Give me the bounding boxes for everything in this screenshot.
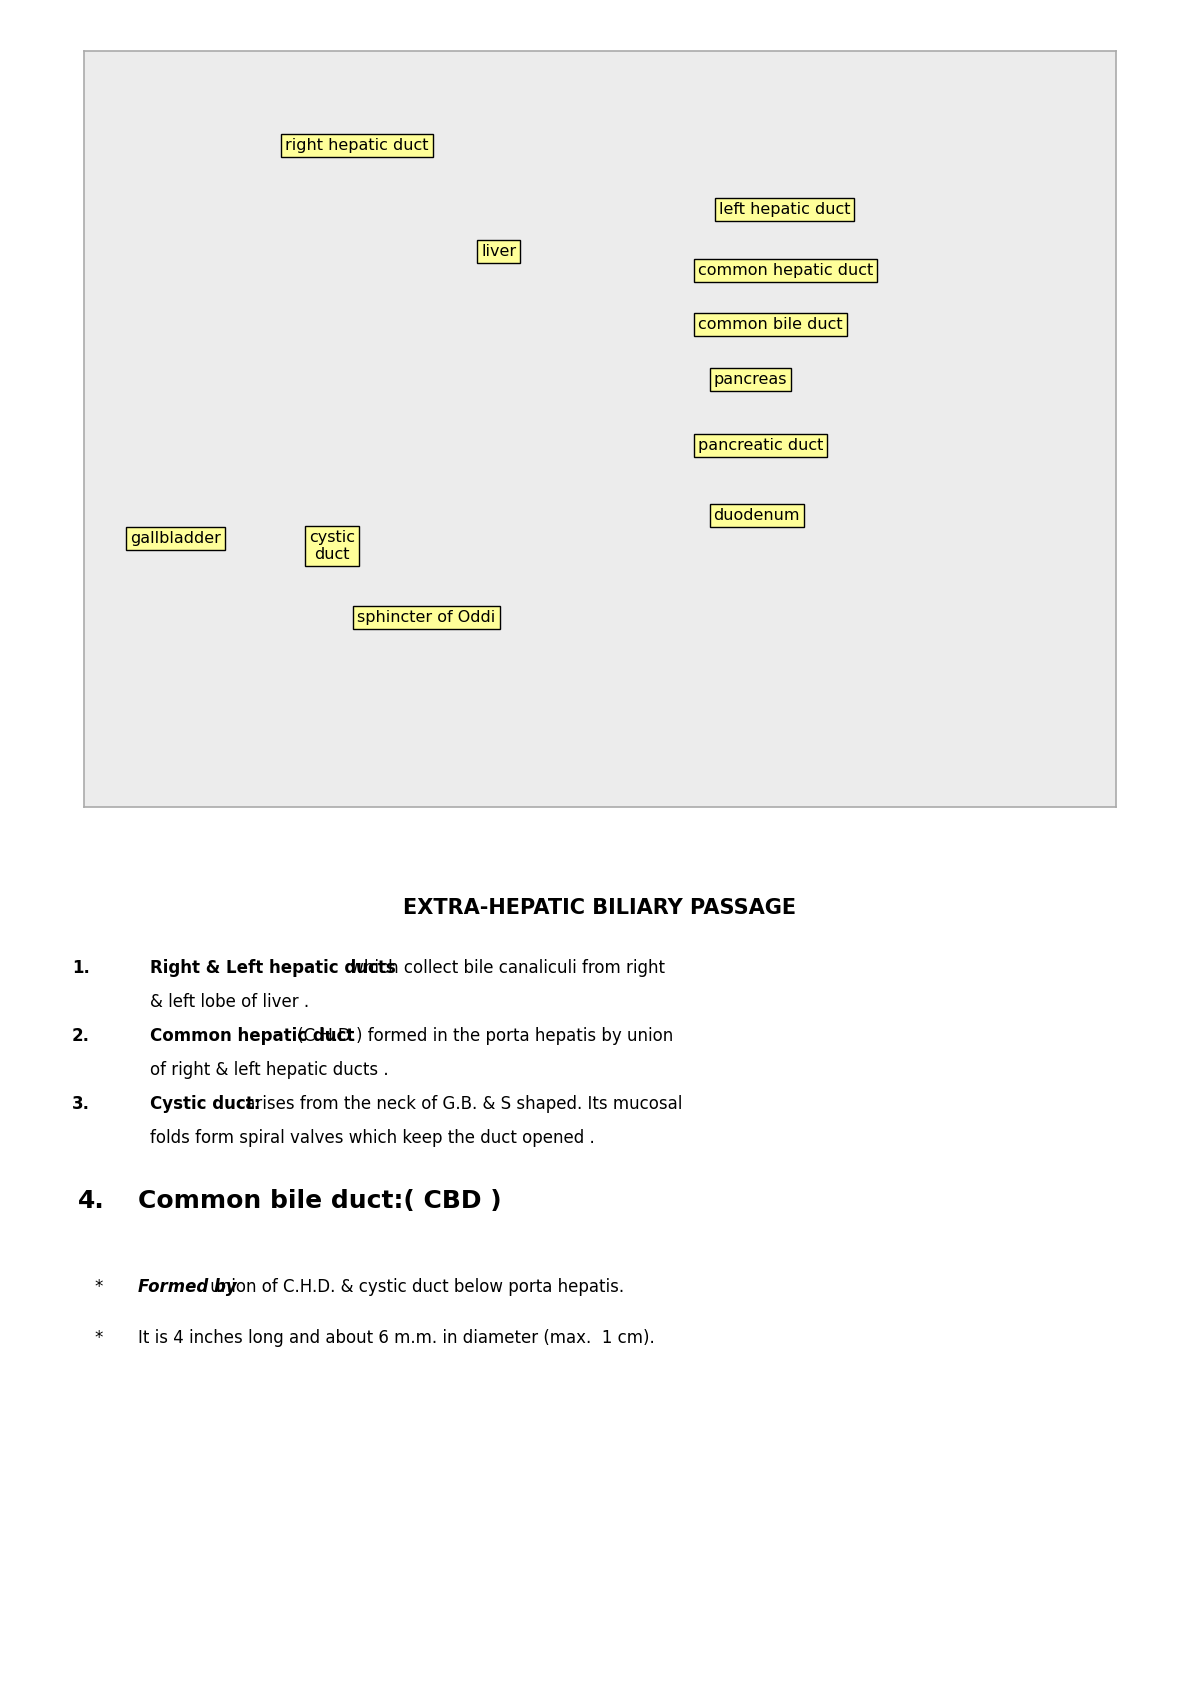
Text: 4.: 4. xyxy=(78,1189,104,1212)
Text: (C.H.D.) formed in the porta hepatis by union: (C.H.D.) formed in the porta hepatis by … xyxy=(293,1027,673,1046)
Text: *: * xyxy=(95,1279,102,1296)
Text: Formed by: Formed by xyxy=(138,1279,236,1296)
Text: *: * xyxy=(95,1328,102,1347)
Text: EXTRA-HEPATIC BILIARY PASSAGE: EXTRA-HEPATIC BILIARY PASSAGE xyxy=(403,898,797,919)
Text: 2.: 2. xyxy=(72,1027,90,1046)
Text: right hepatic duct: right hepatic duct xyxy=(286,138,428,153)
Text: arises from the neck of G.B. & S shaped. Its mucosal: arises from the neck of G.B. & S shaped.… xyxy=(240,1095,683,1114)
Text: It is 4 inches long and about 6 m.m. in diameter (max.  1 cm).: It is 4 inches long and about 6 m.m. in … xyxy=(138,1328,655,1347)
Text: duodenum: duodenum xyxy=(714,508,800,523)
Text: pancreatic duct: pancreatic duct xyxy=(698,438,823,453)
Text: common bile duct: common bile duct xyxy=(698,318,842,333)
Text: sphincter of Oddi: sphincter of Oddi xyxy=(358,610,496,625)
Text: cystic
duct: cystic duct xyxy=(308,530,355,562)
Text: Right & Left hepatic ducts: Right & Left hepatic ducts xyxy=(150,959,396,978)
Text: common hepatic duct: common hepatic duct xyxy=(698,263,874,277)
Text: which collect bile canaliculi from right: which collect bile canaliculi from right xyxy=(344,959,665,978)
Text: pancreas: pancreas xyxy=(714,372,787,387)
Text: gallbladder: gallbladder xyxy=(131,531,221,545)
Text: union of C.H.D. & cystic duct below porta hepatis.: union of C.H.D. & cystic duct below port… xyxy=(205,1279,624,1296)
Text: left hepatic duct: left hepatic duct xyxy=(719,202,850,217)
Text: of right & left hepatic ducts .: of right & left hepatic ducts . xyxy=(150,1061,389,1080)
Text: liver: liver xyxy=(481,245,516,258)
Text: Common bile duct:( CBD ): Common bile duct:( CBD ) xyxy=(138,1189,502,1212)
Text: folds form spiral valves which keep the duct opened .: folds form spiral valves which keep the … xyxy=(150,1129,595,1148)
Text: 1.: 1. xyxy=(72,959,90,978)
Text: Cystic duct:: Cystic duct: xyxy=(150,1095,260,1114)
Text: & left lobe of liver .: & left lobe of liver . xyxy=(150,993,310,1012)
Text: 3.: 3. xyxy=(72,1095,90,1114)
Text: Common hepatic duct: Common hepatic duct xyxy=(150,1027,354,1046)
